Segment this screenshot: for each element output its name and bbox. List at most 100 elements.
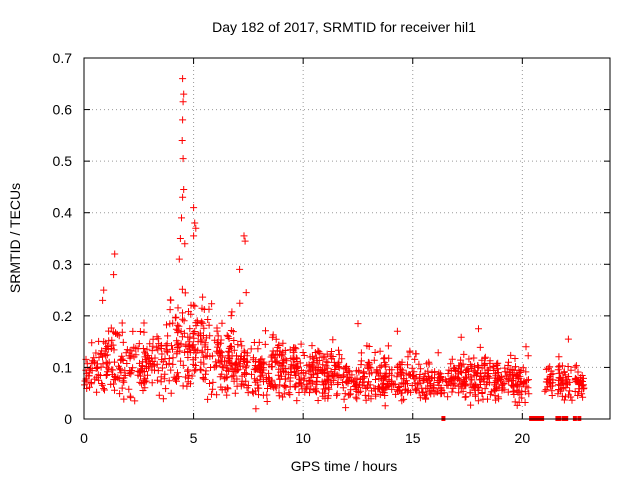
data-point xyxy=(86,383,93,391)
data-point xyxy=(450,379,458,387)
x-tick-label: 20 xyxy=(515,430,531,446)
data-point xyxy=(513,381,521,389)
data-point xyxy=(199,293,207,301)
data-point xyxy=(511,355,519,362)
data-point xyxy=(237,382,245,390)
data-point xyxy=(129,327,137,335)
data-point xyxy=(427,390,435,398)
data-point xyxy=(250,354,257,362)
data-point xyxy=(322,358,330,366)
data-point xyxy=(162,385,170,393)
data-point xyxy=(292,345,300,353)
data-point xyxy=(275,392,283,400)
data-point xyxy=(368,387,375,395)
data-point xyxy=(418,384,426,392)
data-point xyxy=(109,328,117,336)
data-point xyxy=(305,377,313,385)
data-point xyxy=(253,376,261,384)
data-point xyxy=(521,388,529,396)
peak-point xyxy=(175,255,183,263)
data-point xyxy=(433,388,441,396)
data-point xyxy=(330,358,338,366)
data-point xyxy=(167,389,175,397)
data-point xyxy=(233,375,241,383)
data-point xyxy=(297,340,305,348)
data-point xyxy=(349,378,357,385)
data-point xyxy=(286,377,294,385)
data-point xyxy=(167,296,175,304)
data-point xyxy=(224,385,232,393)
data-point xyxy=(238,342,246,350)
data-point xyxy=(299,369,307,377)
data-point xyxy=(458,362,465,370)
data-point xyxy=(102,371,110,379)
data-point xyxy=(393,373,401,381)
data-point xyxy=(315,348,323,356)
data-point xyxy=(415,360,423,368)
plot-frame xyxy=(83,57,611,420)
data-point xyxy=(159,395,167,403)
data-point xyxy=(302,385,310,393)
data-point xyxy=(111,358,118,366)
data-point xyxy=(279,393,287,401)
data-point xyxy=(153,344,161,352)
data-point xyxy=(205,321,213,329)
data-point xyxy=(224,347,232,355)
data-point xyxy=(158,356,166,364)
data-point xyxy=(103,351,111,359)
data-point xyxy=(228,352,236,360)
data-point xyxy=(118,355,126,363)
data-point xyxy=(212,358,220,366)
data-point xyxy=(491,392,499,400)
data-point xyxy=(184,367,191,375)
data-point xyxy=(468,376,476,384)
data-point xyxy=(497,373,505,381)
data-point xyxy=(290,348,298,356)
data-point xyxy=(194,338,202,346)
peak-point xyxy=(178,137,186,144)
data-point xyxy=(509,387,517,395)
data-point xyxy=(189,329,197,337)
data-point xyxy=(321,389,329,397)
data-point xyxy=(126,347,134,355)
data-point xyxy=(293,397,301,405)
data-point xyxy=(173,350,181,358)
peak-point xyxy=(179,98,187,106)
data-point xyxy=(466,389,474,397)
data-point xyxy=(472,381,480,389)
data-point xyxy=(296,359,304,367)
data-point xyxy=(125,385,133,393)
y-tick-label: 0.4 xyxy=(53,205,73,221)
data-point xyxy=(131,397,139,405)
data-point xyxy=(279,365,287,373)
data-point xyxy=(120,374,128,382)
data-point xyxy=(175,322,183,330)
data-point xyxy=(153,376,161,384)
data-point xyxy=(198,347,206,355)
data-point xyxy=(222,361,230,369)
y-tick-label: 0.1 xyxy=(53,359,73,375)
data-point xyxy=(411,355,419,363)
data-point xyxy=(495,395,503,403)
data-point xyxy=(381,402,389,410)
data-point xyxy=(191,302,199,310)
data-point xyxy=(480,375,487,383)
data-point xyxy=(448,374,456,382)
data-point xyxy=(236,299,244,307)
data-point xyxy=(448,388,456,396)
data-point xyxy=(525,376,532,384)
data-point xyxy=(309,359,317,367)
data-point xyxy=(363,342,371,350)
data-point xyxy=(184,333,192,341)
data-point xyxy=(308,342,316,350)
data-point xyxy=(437,370,445,378)
peak-point xyxy=(242,289,250,297)
data-point xyxy=(521,399,529,406)
data-point xyxy=(262,327,269,335)
data-point xyxy=(455,389,463,397)
data-point xyxy=(306,366,314,374)
data-point xyxy=(501,368,509,376)
data-point xyxy=(204,395,212,403)
data-point xyxy=(490,367,498,374)
